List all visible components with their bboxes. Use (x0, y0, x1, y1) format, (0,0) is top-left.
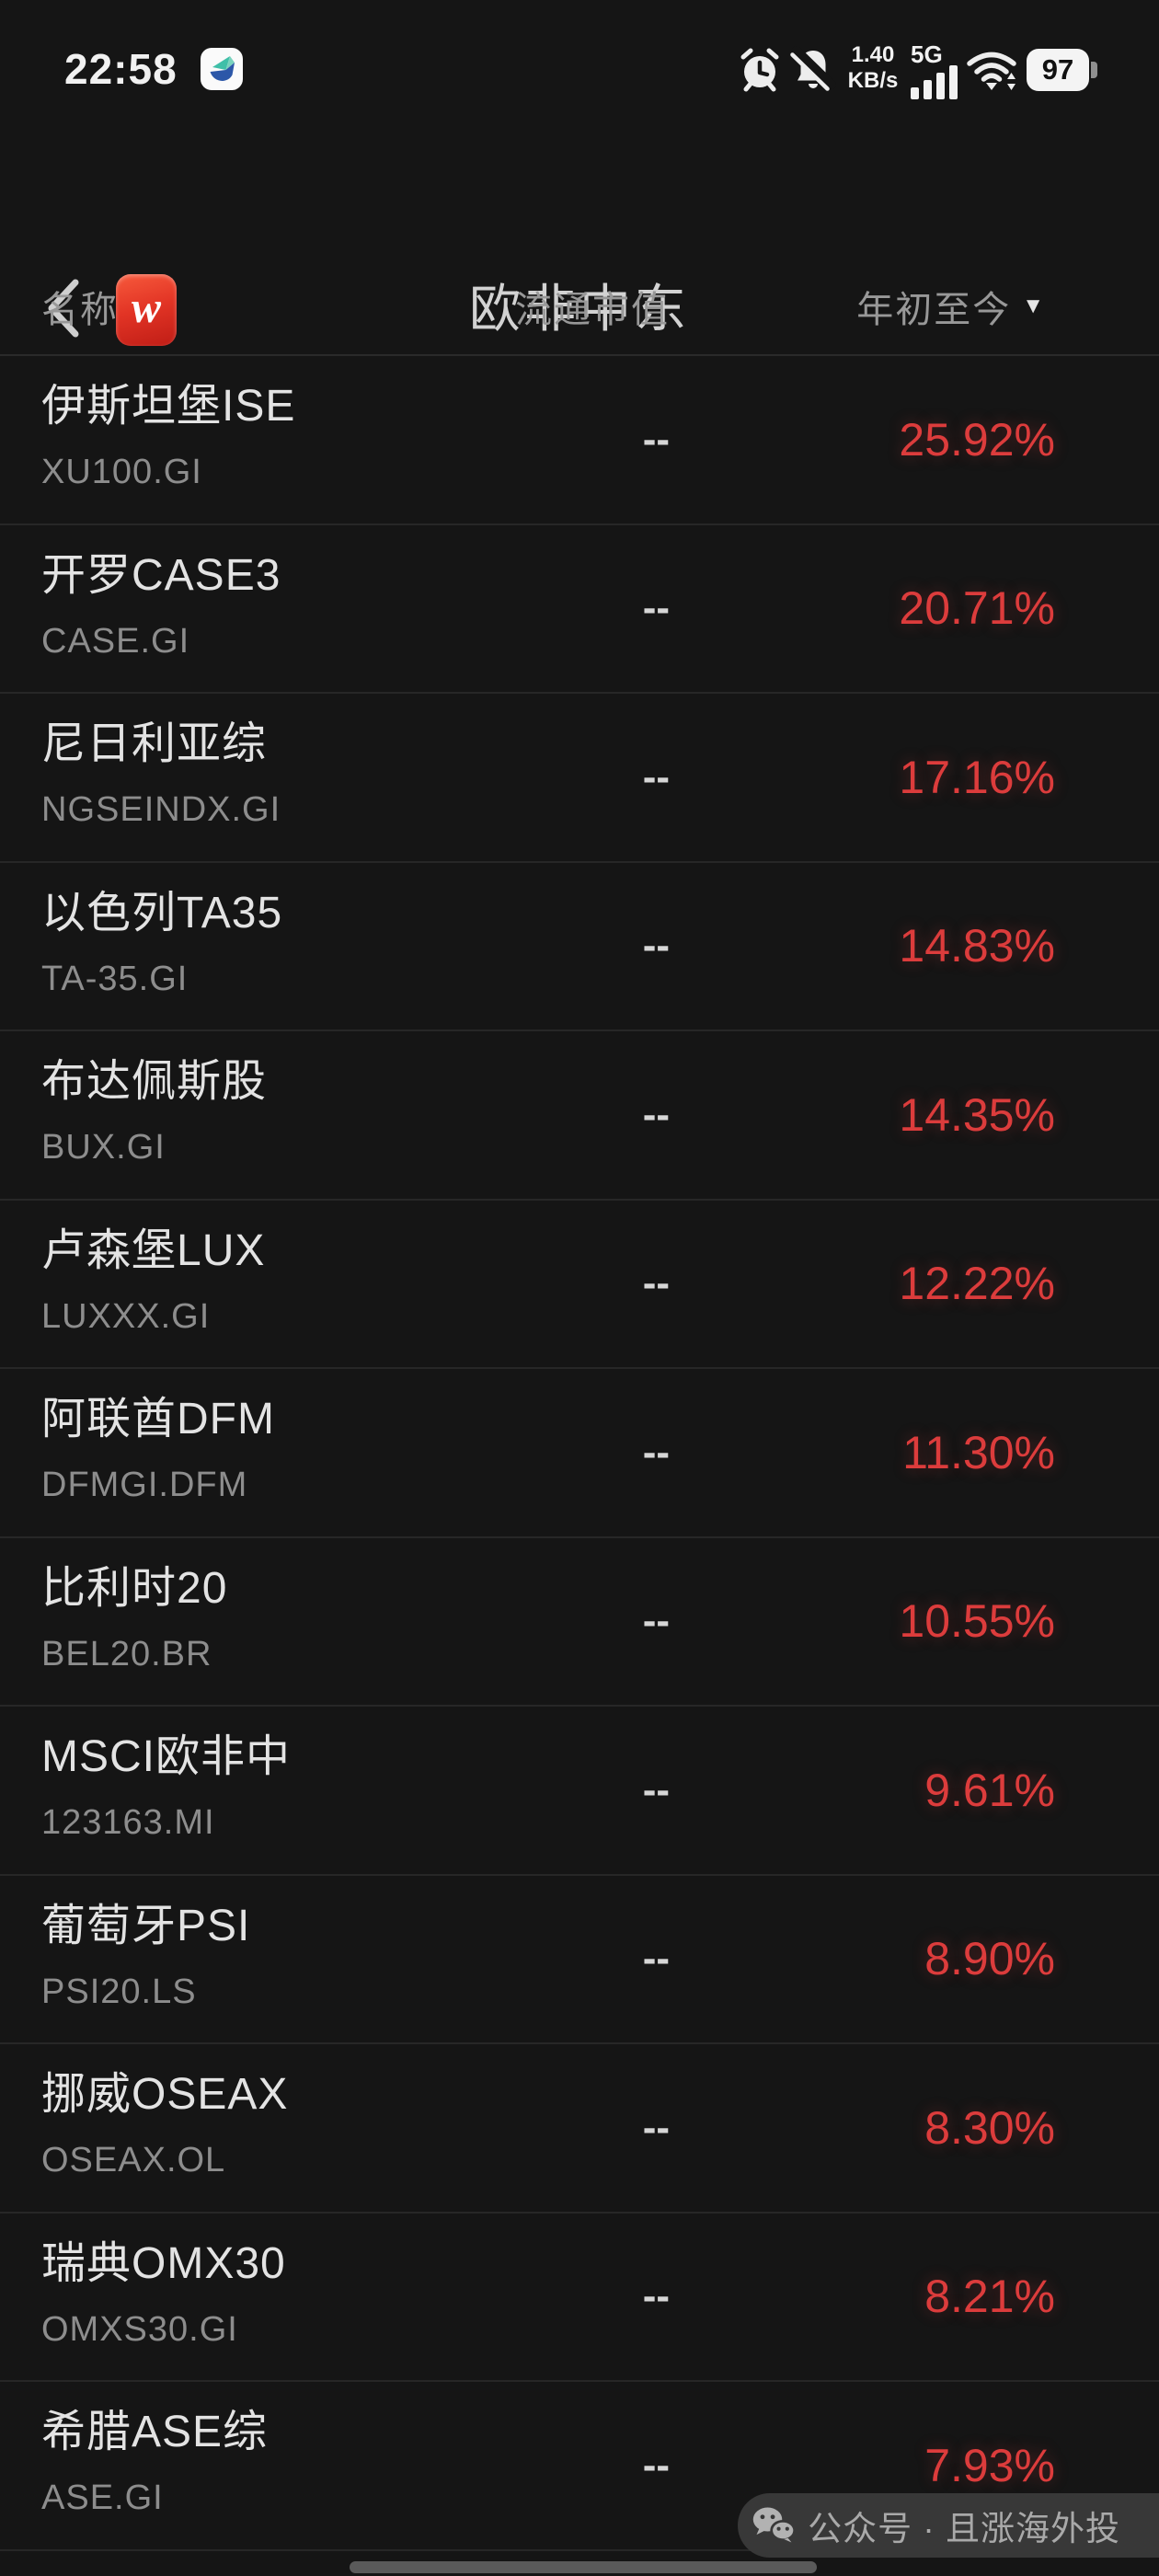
index-name: MSCI欧非中 (41, 1732, 292, 1781)
index-code: LUXXX.GI (41, 1296, 211, 1336)
index-list: 伊斯坦堡ISE XU100.GI -- 25.92% 开罗CASE3 CASE.… (0, 356, 1159, 2551)
index-name: 葡萄牙PSI (41, 1901, 251, 1950)
table-row[interactable]: 希腊ASE综 ASE.GI -- 7.93% (0, 2382, 1159, 2551)
index-name: 开罗CASE3 (41, 550, 281, 600)
index-name: 比利时20 (41, 1563, 228, 1613)
index-code: CASE.GI (41, 621, 190, 661)
index-code: OMXS30.GI (41, 2309, 238, 2349)
index-code: XU100.GI (41, 453, 202, 491)
market-cap-value: -- (642, 2442, 670, 2488)
market-cap-value: -- (642, 1598, 670, 1644)
market-cap-value: -- (642, 1766, 670, 1812)
market-cap-value: -- (642, 2104, 670, 2150)
table-row[interactable]: 阿联酋DFM DFMGI.DFM -- 11.30% (0, 1369, 1159, 1538)
signal-bars-icon (911, 65, 958, 99)
wechat-icon (752, 2507, 797, 2543)
column-header-ytd[interactable]: 年初至今 ▼ (856, 280, 1044, 333)
index-code: PSI20.LS (41, 1972, 197, 2011)
ytd-value: 11.30% (902, 1426, 1055, 1478)
ytd-value: 17.16% (899, 751, 1055, 803)
index-code: TA-35.GI (41, 959, 189, 998)
index-name: 卢森堡LUX (41, 1225, 266, 1275)
table-row[interactable]: 开罗CASE3 CASE.GI -- 20.71% (0, 525, 1159, 694)
index-name: 布达佩斯股 (41, 1057, 268, 1106)
index-name: 阿联酋DFM (41, 1395, 275, 1443)
market-cap-value: -- (642, 753, 670, 799)
table-row[interactable]: 葡萄牙PSI PSI20.LS -- 8.90% (0, 1876, 1159, 2044)
page-title: 欧非中东 (469, 280, 690, 338)
watermark-text: 公众号 · 且涨海外投 (808, 2510, 1120, 2547)
ytd-value: 9.61% (924, 1764, 1055, 1816)
network-speed-unit: KB/s (847, 68, 899, 93)
wind-app-icon[interactable]: w (116, 274, 177, 346)
market-cap-value: -- (642, 416, 670, 462)
table-row[interactable]: MSCI欧非中 123163.MI -- 9.61% (0, 1707, 1159, 1876)
ytd-value: 14.83% (899, 920, 1055, 972)
table-row[interactable]: 瑞典OMX30 OMXS30.GI -- 8.21% (0, 2214, 1159, 2382)
table-header: 名称 流通市值 年初至今 ▼ (0, 258, 1159, 356)
watermark-badge: 公众号 · 且涨海外投 (738, 2493, 1159, 2558)
index-code: 123163.MI (41, 1803, 215, 1842)
ytd-value: 8.21% (924, 2271, 1055, 2323)
market-cap-value: -- (642, 2273, 670, 2319)
market-cap-value: -- (642, 1091, 670, 1137)
network-speed-value: 1.40 (851, 42, 895, 67)
index-name: 希腊ASE综 (41, 2408, 269, 2456)
table-row[interactable]: 卢森堡LUX LUXXX.GI -- 12.22% (0, 1201, 1159, 1369)
battery-level: 97 (1041, 53, 1074, 86)
index-code: ASE.GI (41, 2478, 164, 2517)
index-name: 挪威OSEAX (41, 2070, 289, 2119)
table-row[interactable]: 挪威OSEAX OSEAX.OL -- 8.30% (0, 2044, 1159, 2214)
table-row[interactable]: 伊斯坦堡ISE XU100.GI -- 25.92% (0, 356, 1159, 525)
wifi-icon (967, 52, 1016, 90)
clock-time: 22:58 (64, 45, 178, 93)
status-bar: 22:58 1.40 KB/s 5G (0, 0, 1159, 120)
column-header-market-cap[interactable]: 流通市值 (515, 289, 670, 330)
index-name: 瑞典OMX30 (41, 2238, 286, 2288)
table-row[interactable]: 布达佩斯股 BUX.GI -- 14.35% (0, 1031, 1159, 1201)
market-cap-value: -- (642, 585, 670, 631)
network-type-label: 5G (911, 40, 943, 68)
ytd-value: 8.30% (924, 2101, 1055, 2154)
home-indicator[interactable] (350, 2561, 817, 2573)
back-button[interactable] (44, 279, 81, 338)
ytd-value: 20.71% (899, 582, 1055, 635)
ytd-value: 25.92% (899, 413, 1055, 466)
notifications-off-icon (790, 46, 836, 91)
table-row[interactable]: 以色列TA35 TA-35.GI -- 14.83% (0, 863, 1159, 1031)
market-cap-value: -- (642, 1429, 670, 1475)
index-code: OSEAX.OL (41, 2141, 226, 2179)
ytd-value: 10.55% (899, 1595, 1055, 1648)
sort-descending-icon: ▼ (1022, 293, 1044, 318)
ytd-value: 12.22% (899, 1258, 1055, 1310)
network-speed: 1.40 KB/s (843, 42, 903, 94)
market-cap-value: -- (642, 1260, 670, 1306)
market-cap-value: -- (642, 1936, 670, 1982)
index-name: 尼日利亚综 (41, 719, 268, 768)
battery-indicator: 97 (1027, 49, 1097, 91)
battery-nub (1091, 62, 1097, 78)
index-code: NGSEINDX.GI (41, 790, 281, 829)
cell-signal-5g: 5G (911, 40, 964, 99)
index-code: DFMGI.DFM (41, 1466, 248, 1504)
table-row[interactable]: 比利时20 BEL20.BR -- 10.55% (0, 1538, 1159, 1707)
index-code: BEL20.BR (41, 1634, 212, 1673)
wind-app-letter: w (131, 282, 161, 332)
ytd-value: 14.35% (899, 1088, 1055, 1141)
alarm-clock-icon (740, 48, 779, 92)
column-header-name: 名称 (41, 289, 119, 330)
ytd-value: 7.93% (924, 2439, 1055, 2491)
column-header-ytd-label: 年初至今 (856, 289, 1012, 330)
table-row[interactable]: 尼日利亚综 NGSEINDX.GI -- 17.16% (0, 694, 1159, 863)
index-code: BUX.GI (41, 1128, 166, 1167)
index-name: 以色列TA35 (41, 888, 283, 937)
index-name: 伊斯坦堡ISE (41, 382, 296, 431)
nav-bar: w 欧非中东 (0, 120, 1159, 346)
bird-app-icon (201, 48, 243, 90)
market-cap-value: -- (642, 923, 670, 969)
ytd-value: 8.90% (924, 1933, 1055, 1985)
